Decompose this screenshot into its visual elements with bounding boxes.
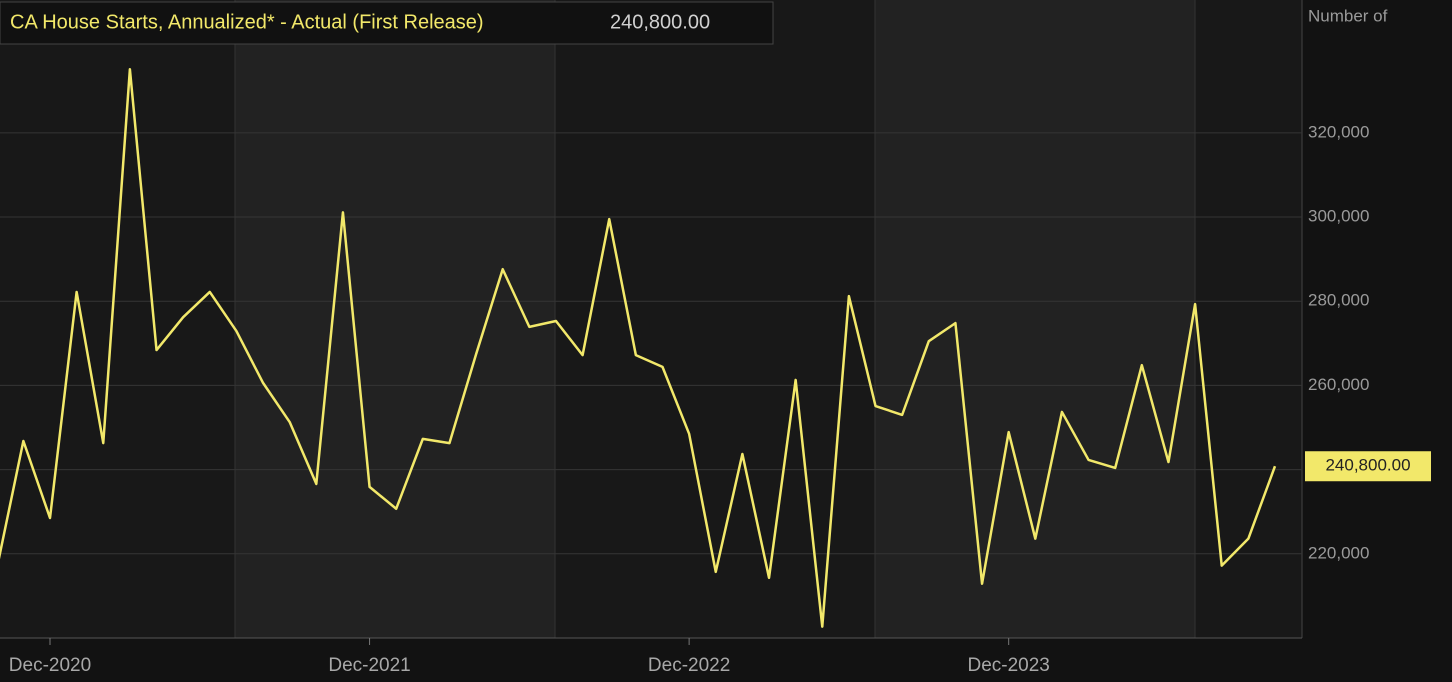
- band: [555, 0, 875, 638]
- series-line: [0, 68, 1277, 628]
- legend-title: CA House Starts, Annualized* - Actual (F…: [10, 11, 484, 33]
- last-value-label: 240,800.00: [1325, 456, 1410, 475]
- band: [0, 0, 235, 638]
- band: [875, 0, 1195, 638]
- x-tick-label: Dec-2021: [328, 655, 410, 676]
- y-tick-label: 260,000: [1308, 375, 1369, 394]
- y-tick-label: 320,000: [1308, 122, 1369, 141]
- y-tick-label: 300,000: [1308, 207, 1369, 226]
- series: [0, 68, 1277, 628]
- y-tick-label: 280,000: [1308, 291, 1369, 310]
- legend-value: 240,800.00: [610, 11, 710, 33]
- x-tick-label: Dec-2020: [9, 655, 91, 676]
- y-tick-label: 220,000: [1308, 543, 1369, 562]
- band: [235, 0, 555, 638]
- grid: [0, 132, 1302, 645]
- band: [1195, 0, 1302, 638]
- x-tick-label: Dec-2022: [648, 655, 730, 676]
- plot-background: [0, 0, 1303, 639]
- legend-box: [0, 1, 774, 45]
- y-axis-label: Number of: [1308, 6, 1388, 25]
- last-value-badge: [1305, 451, 1431, 482]
- x-tick-label: Dec-2023: [967, 655, 1049, 676]
